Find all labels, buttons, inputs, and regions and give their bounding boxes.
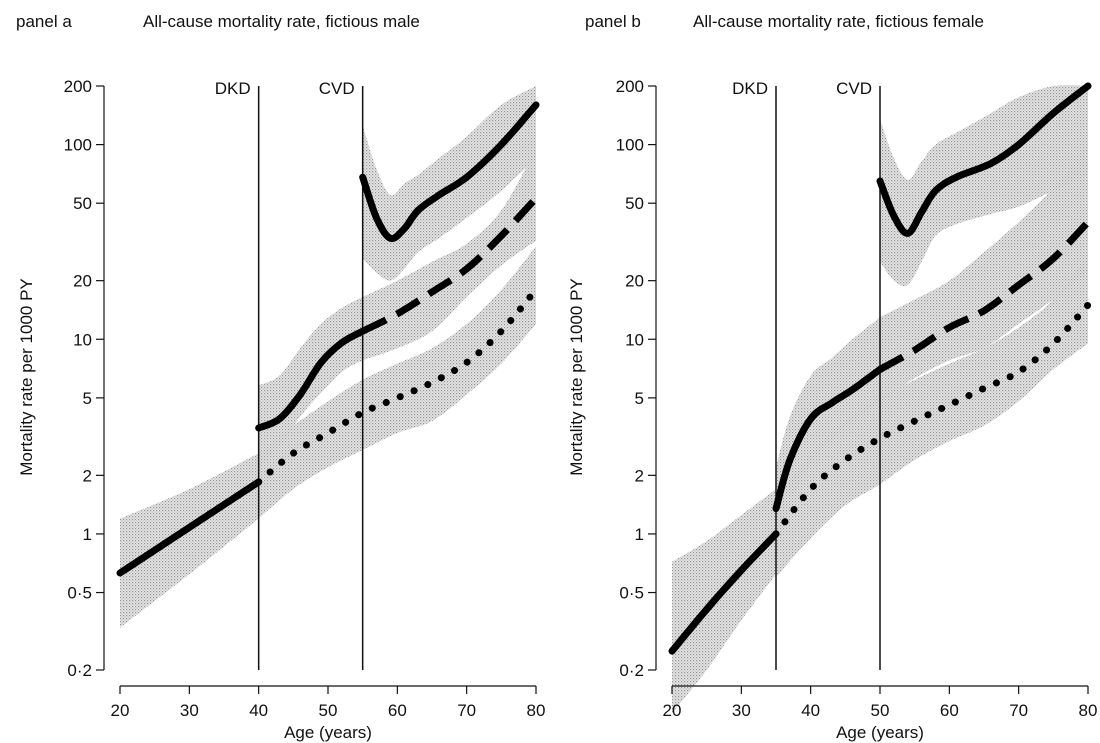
y-tick-label: 50 <box>625 194 644 213</box>
panel-b: panel b All-cause mortality rate, fictio… <box>567 12 1097 742</box>
x-tick-label: 80 <box>527 701 546 720</box>
x-tick-label: 80 <box>1079 701 1098 720</box>
y-tick-label: 20 <box>625 272 644 291</box>
y-tick-label: 0·5 <box>67 584 92 603</box>
series-line-0-solid <box>668 530 780 655</box>
y-tick-label: 50 <box>73 194 92 213</box>
event-markers: DKD CVD <box>215 79 364 670</box>
y-tick-label: 10 <box>625 330 644 349</box>
y-tick-label: 200 <box>64 77 92 96</box>
y-tick-label: 2 <box>635 466 644 485</box>
y-tick-label: 20 <box>73 272 92 291</box>
series-lines <box>116 101 540 577</box>
confidence-band-0 <box>672 489 776 714</box>
axes: 20 30 40 50 60 70 80 0·2 0·5 1 2 5 10 20 50 100 200 <box>64 77 546 720</box>
x-axis-label: Age (years) <box>284 723 372 742</box>
event-label-dkd: DKD <box>215 79 251 98</box>
series-line-3-dotted <box>772 301 1092 538</box>
x-tick-label: 60 <box>388 701 407 720</box>
series-line-0-solid <box>116 478 263 577</box>
series-line-2-dashed <box>361 195 539 335</box>
x-tick-label: 30 <box>180 701 199 720</box>
y-tick-label: 0·2 <box>67 661 92 680</box>
event-label-cvd: CVD <box>319 79 355 98</box>
panel-b-title: All-cause mortality rate, fictious femal… <box>693 12 984 31</box>
x-tick-label: 40 <box>801 701 820 720</box>
y-axis-label: Mortality rate per 1000 PY <box>567 278 586 475</box>
event-label-cvd: CVD <box>836 79 872 98</box>
y-tick-label: 5 <box>635 389 644 408</box>
x-tick-label: 50 <box>871 701 890 720</box>
series-line-1-solid <box>255 327 367 432</box>
y-tick-label: 200 <box>616 77 644 96</box>
series-line-4-solid <box>876 82 1092 237</box>
confidence-band-4 <box>880 85 1088 287</box>
axes: 20 30 40 50 60 70 80 0·2 0·5 1 2 5 10 20 50 100 200 <box>616 77 1098 720</box>
x-tick-label: 70 <box>1009 701 1028 720</box>
y-tick-label: 1 <box>83 525 92 544</box>
panel-a-label: panel a <box>16 12 72 31</box>
x-tick-label: 40 <box>249 701 268 720</box>
series-line-4-solid <box>359 101 540 243</box>
event-label-dkd: DKD <box>732 79 768 98</box>
x-tick-label: 20 <box>111 701 130 720</box>
confidence-band-4 <box>362 86 536 281</box>
y-tick-label: 5 <box>83 389 92 408</box>
panel-a: panel a All-cause mortality rate, fictio… <box>16 12 545 742</box>
y-tick-label: 100 <box>64 136 92 155</box>
y-axis-label: Mortality rate per 1000 PY <box>17 278 36 475</box>
confidence-band-3 <box>258 246 536 519</box>
y-tick-label: 0·5 <box>619 584 644 603</box>
series-line-3-dotted <box>255 286 540 486</box>
x-tick-label: 20 <box>663 701 682 720</box>
y-tick-label: 2 <box>83 466 92 485</box>
series-line-1-solid <box>772 365 884 513</box>
y-tick-label: 0·2 <box>619 661 644 680</box>
x-tick-label: 50 <box>319 701 338 720</box>
panel-a-title: All-cause mortality rate, fictious male <box>143 12 420 31</box>
y-tick-label: 1 <box>635 525 644 544</box>
confidence-band-3 <box>776 255 1088 578</box>
series-line-2-dashed <box>878 219 1091 373</box>
confidence-band-0 <box>120 453 259 628</box>
y-tick-label: 10 <box>73 330 92 349</box>
x-tick-label: 30 <box>732 701 751 720</box>
series-lines <box>668 82 1092 655</box>
x-tick-label: 70 <box>457 701 476 720</box>
x-tick-label: 60 <box>940 701 959 720</box>
y-tick-label: 100 <box>616 136 644 155</box>
panel-b-label: panel b <box>585 12 641 31</box>
x-axis-label: Age (years) <box>836 723 924 742</box>
